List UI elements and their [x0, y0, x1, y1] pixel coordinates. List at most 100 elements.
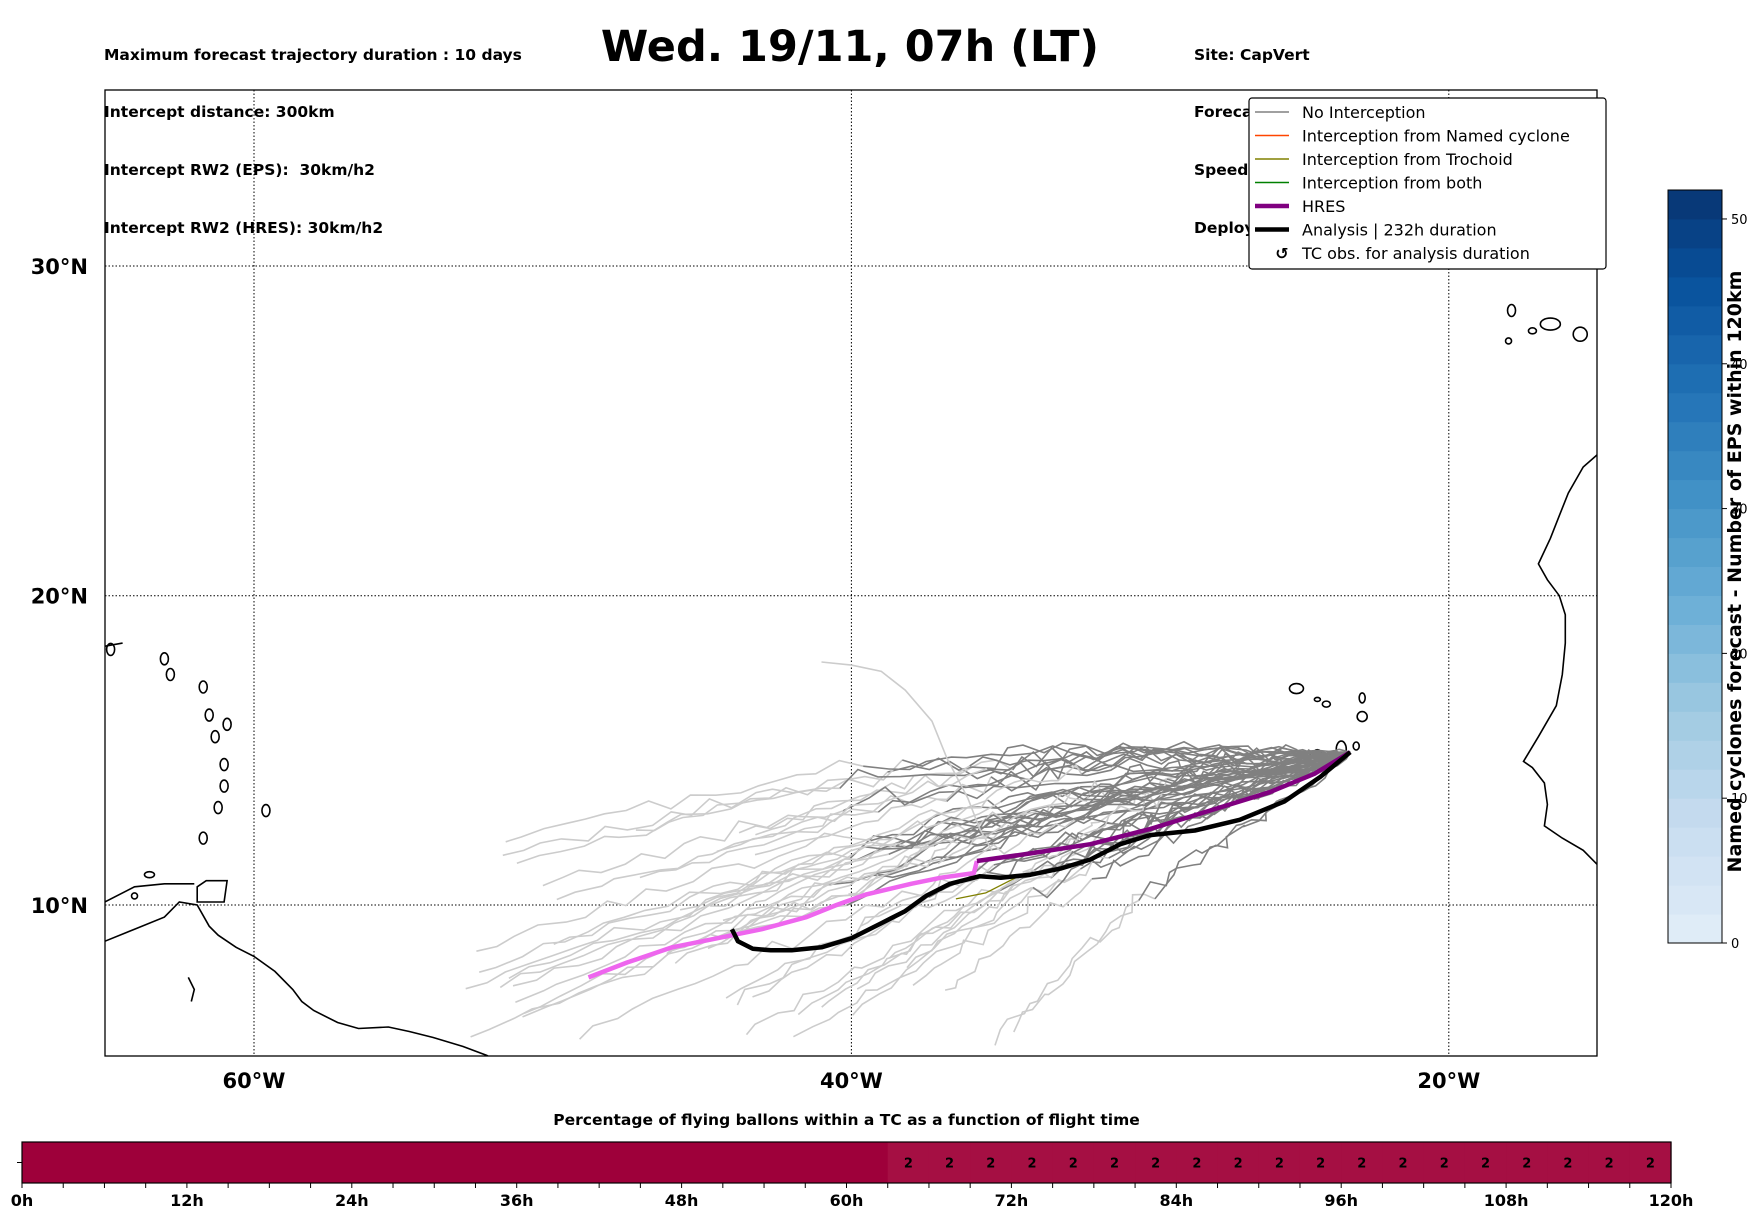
ensemble-early-segment	[1000, 751, 1351, 803]
ensemble-late-segment	[553, 841, 896, 946]
island-cape-verde	[1288, 682, 1305, 695]
ensemble-late-segment	[556, 808, 879, 901]
colorbar-segment	[1668, 711, 1722, 741]
bar-cell	[681, 1142, 724, 1183]
legend-item-label: Interception from Named cyclone	[1302, 127, 1570, 146]
coastline-virgin-islands	[105, 642, 123, 648]
island	[204, 708, 214, 722]
legend-item-label: No Interception	[1302, 103, 1426, 122]
colorbar-segment	[1668, 856, 1722, 886]
bar-cell-value: 2	[1069, 1157, 1078, 1172]
colorbar-segment	[1668, 537, 1722, 567]
ensemble-early-segment	[888, 751, 1351, 855]
bar-cell-value: 2	[1110, 1157, 1119, 1172]
coastline-south-america	[105, 901, 490, 1056]
bar-cell-value: 2	[1481, 1157, 1490, 1172]
bar-cell-value: 2	[945, 1157, 954, 1172]
bar-cell-value: 2	[1605, 1157, 1614, 1172]
ensemble-late-segment	[716, 767, 988, 853]
bar-cell-value: 2	[1646, 1157, 1655, 1172]
colorbar-segment	[1668, 305, 1722, 336]
ensemble-outlier	[821, 661, 993, 851]
analysis-track	[729, 750, 1352, 953]
ensemble-late-segment	[579, 890, 930, 1040]
legend-item-label: Interception from both	[1302, 174, 1482, 193]
bar-cell	[475, 1142, 518, 1183]
lat-tick-label: 30°N	[31, 255, 88, 279]
ensemble-member	[512, 751, 1351, 987]
island	[261, 803, 271, 818]
island	[213, 800, 223, 815]
title-text: Wed. 19/11, 07h (LT)	[600, 22, 1100, 72]
ensemble-late-segment	[871, 763, 1083, 847]
bar-cell	[104, 1142, 147, 1183]
bar-cell-value: 2	[986, 1157, 995, 1172]
bar-cell	[1299, 1142, 1342, 1183]
param-intercept-distance: Intercept distance: 300km	[104, 103, 335, 122]
ensemble-member	[994, 751, 1351, 1046]
island	[159, 652, 170, 666]
bar-cell	[887, 1142, 930, 1183]
colorbar-tick-label: 20	[1731, 647, 1748, 662]
ensemble-late-segment	[754, 776, 992, 856]
bar-cell	[1629, 1142, 1672, 1183]
hres-track	[976, 750, 1352, 864]
colorbar-segment	[1668, 740, 1722, 770]
colorbar-label: Named cyclones forecast - Number of EPS …	[1724, 271, 1746, 873]
bar-cell-value: 2	[1192, 1157, 1201, 1172]
ensemble-late-segment	[512, 853, 889, 987]
bar-cell	[764, 1142, 806, 1183]
colorbar-segment	[1668, 566, 1722, 596]
colorbar-tick-label: 10	[1731, 792, 1748, 807]
hres-track-late	[587, 860, 980, 980]
colorbar-segment	[1668, 218, 1722, 249]
colorbar-segment	[1668, 421, 1722, 452]
ensemble-late-segment	[478, 851, 851, 973]
ensemble-late-segment	[859, 819, 1075, 927]
bar-cell	[1052, 1142, 1095, 1183]
ensemble-late-segment	[738, 765, 971, 834]
bar-cell	[63, 1142, 106, 1183]
legend-item-label: Interception from Trochoid	[1302, 150, 1513, 169]
ensemble-late-segment	[912, 855, 1109, 986]
bar-cell	[928, 1142, 971, 1183]
bar-cell-value: 2	[904, 1157, 913, 1172]
island-cape-verde	[1313, 696, 1322, 703]
bar-cell	[1176, 1142, 1219, 1183]
ensemble-member	[652, 751, 1351, 954]
bar-cell	[1093, 1142, 1136, 1183]
ensemble-late-segment	[752, 880, 974, 998]
bar-tick-label: 72h	[995, 1191, 1029, 1210]
lon-tick-label: 60°W	[223, 1069, 286, 1093]
bar-cell	[1506, 1142, 1548, 1183]
bar-cell	[1217, 1142, 1260, 1183]
island-trinidad	[196, 879, 229, 903]
bar-cell	[145, 1142, 188, 1183]
colorbar-segment	[1668, 798, 1722, 828]
ensemble-member	[542, 751, 1351, 887]
colorbar-segment	[1668, 624, 1722, 654]
bar-cell	[1547, 1142, 1590, 1183]
ensemble-late-segment	[888, 837, 1097, 959]
bar-tick-label: 36h	[500, 1191, 534, 1210]
param-intercept-hres: Intercept RW2 (HRES): 30km/h2	[104, 219, 384, 238]
run-parameters: Maximum forecast trajectory duration : 1…	[104, 7, 522, 258]
ensemble-early-segment	[1074, 751, 1351, 821]
island	[222, 717, 232, 732]
map-area	[105, 90, 1597, 1056]
legend: No Interception Interception from Named c…	[1248, 97, 1607, 270]
ensemble-late-segment	[516, 771, 889, 865]
bar-tick-label: 120h	[1649, 1191, 1694, 1210]
bar-cell	[557, 1142, 600, 1183]
island-cape-verde	[1352, 741, 1361, 751]
legend-box	[1248, 97, 1607, 270]
bar-cell	[434, 1142, 477, 1183]
legend-item-label: Analysis | 232h duration	[1302, 221, 1497, 240]
tc-percentage-bar: Percentage of flying ballons within a TC…	[11, 1111, 1694, 1210]
bar-cell	[22, 1142, 64, 1183]
river-guri	[187, 977, 196, 1002]
ensemble-early-segment	[1138, 751, 1351, 901]
bar-cell-value: 2	[1275, 1157, 1284, 1172]
ensemble-late-segment	[505, 759, 864, 843]
bar-cell	[228, 1142, 270, 1183]
